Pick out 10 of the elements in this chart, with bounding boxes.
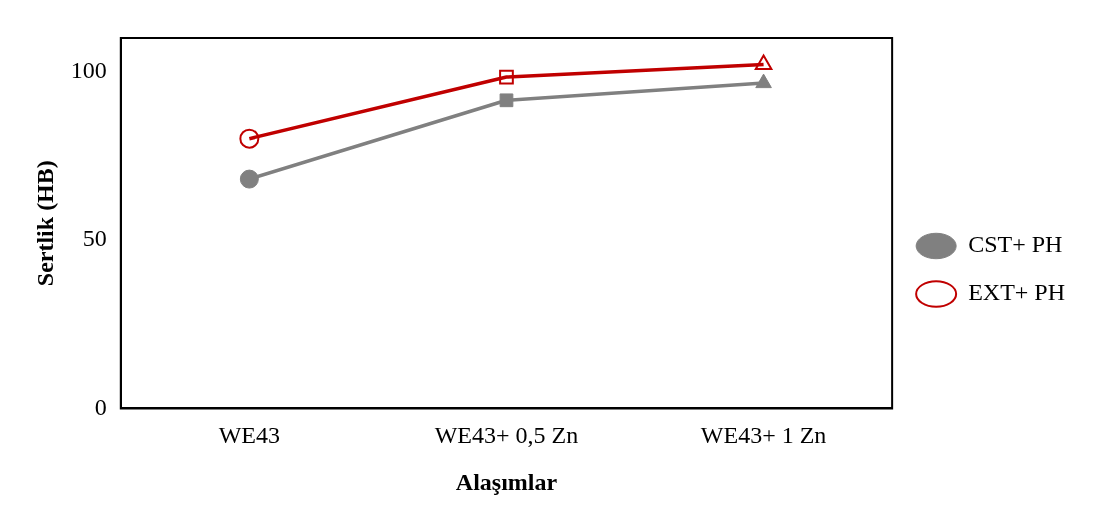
x-axis-title: Alaşımlar — [455, 468, 558, 495]
y-axis-title: Sertlik (HB) — [31, 160, 58, 287]
legend-label: EXT+ PH — [968, 279, 1066, 306]
y-tick-label: 100 — [70, 56, 107, 83]
x-tick-label: WE43 — [218, 422, 281, 449]
y-tick-label: 0 — [94, 393, 107, 420]
x-tick-label: WE43+ 0,5 Zn — [434, 422, 579, 449]
x-tick-label: WE43+ 1 Zn — [700, 422, 827, 449]
y-tick-label: 50 — [82, 225, 107, 252]
legend-label: CST+ PH — [968, 231, 1063, 258]
